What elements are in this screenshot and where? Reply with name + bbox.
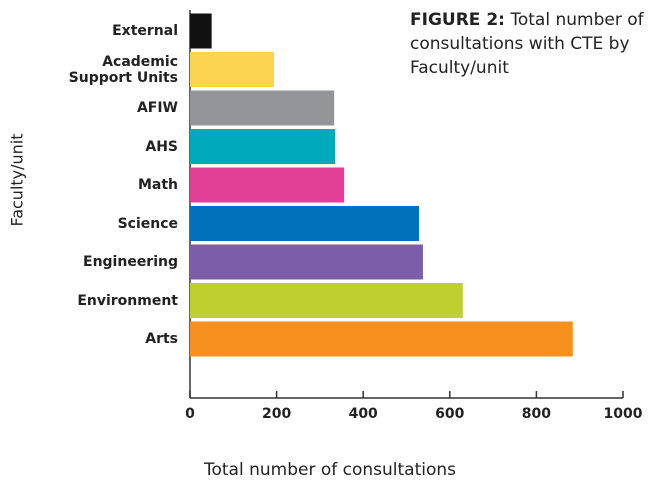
x-tick-label: 400 [349,406,378,422]
x-axis-label: Total number of consultations [203,460,456,480]
bar [190,321,573,357]
y-axis-label: Faculty/unit [8,133,27,226]
y-tick-label: AHS [145,138,178,155]
y-tick-label: External [112,23,178,39]
bar [190,129,336,164]
title-label: FIGURE 2: [410,10,505,30]
bar [190,206,420,241]
x-tick-label: 800 [522,406,551,422]
y-tick-label: Engineering [83,254,178,270]
x-tick-label: 0 [185,406,195,422]
y-tick-label: Science [117,215,178,232]
bar [190,13,212,49]
y-tick-label: AFIW [136,100,178,116]
bar [190,283,463,318]
chart-title-block: FIGURE 2: Total number of consultations … [410,8,645,80]
bar [190,90,335,126]
y-tick-label: Math [137,177,178,193]
bar [190,244,423,280]
y-tick-label: Environment [77,292,178,309]
x-tick-label: 600 [435,406,464,422]
bar [190,167,345,203]
y-tick-label: Arts [145,331,178,347]
y-tick-label: Academic Support Units [68,53,178,86]
bar [190,52,275,87]
x-tick-label: 1000 [604,406,643,422]
x-tick-label: 200 [262,406,291,422]
chart-title: Total number of consultations with CTE b… [410,10,644,78]
